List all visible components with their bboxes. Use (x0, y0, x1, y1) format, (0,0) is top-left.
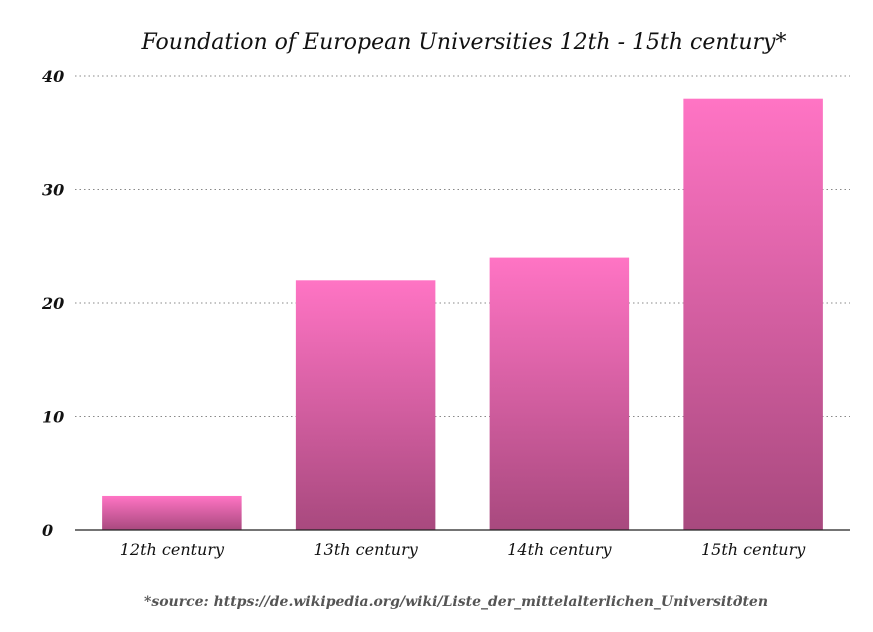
x-axis-categories: 12th century 13th century 14th century 15th… (120, 540, 807, 559)
y-tick-label-10: 10 (42, 408, 64, 427)
bar-12th-century (102, 495, 242, 530)
x-tick-label-13th-century: 13th century (313, 540, 418, 559)
y-axis-ticks: 0 10 20 30 40 (41, 67, 64, 540)
chart-title: Foundation of European Universities 12th… (141, 30, 787, 55)
y-tick-label-40: 40 (42, 67, 64, 86)
bar-13th-century (295, 280, 436, 530)
y-tick-label-0: 0 (42, 521, 53, 540)
bar-14th-century (489, 257, 630, 530)
x-tick-label-15th-century: 15th century (701, 540, 806, 559)
source-note: *source: https://de.wikipedia.org/wiki/L… (144, 594, 768, 610)
gridlines (75, 75, 850, 417)
x-tick-label-12th-century: 12th century (120, 540, 225, 559)
x-tick-label-14th-century: 14th century (507, 540, 612, 559)
bar-15th-century (683, 98, 823, 530)
bars (102, 98, 823, 530)
y-tick-label-30: 30 (42, 181, 64, 200)
y-tick-label-20: 20 (41, 294, 64, 313)
